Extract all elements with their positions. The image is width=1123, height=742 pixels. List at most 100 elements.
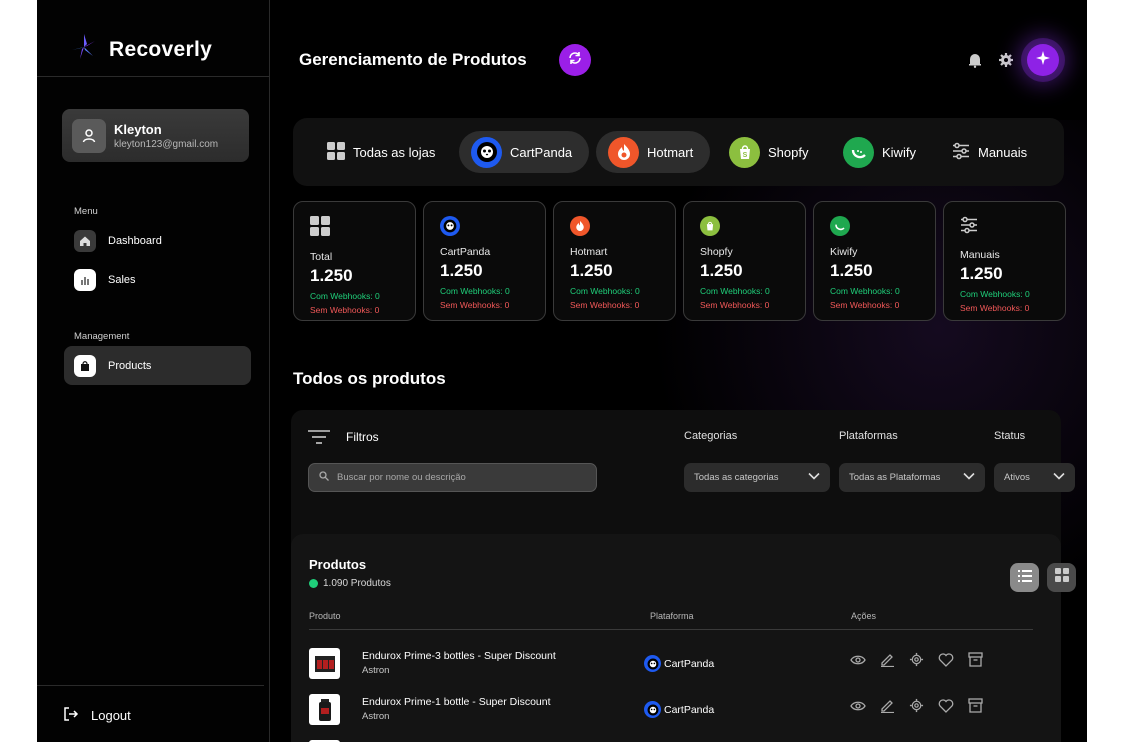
chevron-down-icon — [963, 472, 975, 483]
tab-all-stores[interactable]: Todas as lojas — [315, 131, 447, 173]
user-card[interactable]: Kleyton kleyton123@gmail.com — [62, 109, 249, 162]
stat-without-webhooks: Sem Webhooks: 0 — [440, 300, 510, 310]
sliders-icon — [952, 142, 970, 163]
shopify-logo-icon: S — [729, 136, 760, 168]
menu-section-label: Menu — [74, 206, 98, 217]
column-header-platform[interactable]: Plataforma — [650, 611, 694, 621]
bag-icon — [74, 354, 96, 377]
row-actions — [850, 652, 983, 672]
stat-card-kiwify[interactable]: Kiwify 1.250 Com Webhooks: 0 Sem Webhook… — [813, 201, 936, 321]
tab-kiwify[interactable]: Kiwify — [831, 131, 928, 173]
list-view-button[interactable] — [1010, 563, 1039, 592]
platforms-value: Todas as Plataformas — [849, 472, 941, 483]
platforms-select[interactable]: Todas as Plataformas — [839, 463, 985, 492]
tab-label: Todas as lojas — [353, 144, 436, 160]
sidebar-item-label: Sales — [108, 273, 136, 286]
tab-label: Manuais — [978, 144, 1028, 160]
stat-with-webhooks: Com Webhooks: 0 — [440, 286, 510, 296]
settings-gear-icon[interactable] — [998, 52, 1014, 73]
stat-card-cartpanda[interactable]: CartPanda 1.250 Com Webhooks: 0 Sem Webh… — [423, 201, 546, 321]
app-name: Recoverly — [109, 37, 213, 61]
sidebar: Recoverly Kleyton kleyton123@gmail.com M… — [37, 0, 270, 742]
home-icon — [74, 229, 96, 252]
grid-icon — [1054, 568, 1069, 587]
kiwify-logo-icon — [843, 136, 874, 168]
ai-assistant-button[interactable] — [1027, 44, 1059, 76]
stat-card-shopify[interactable]: Shopfy 1.250 Com Webhooks: 0 Sem Webhook… — [683, 201, 806, 321]
grid-icon — [310, 216, 415, 241]
tab-manuais[interactable]: Manuais — [940, 131, 1039, 173]
search-input[interactable]: Buscar por nome ou descrição — [308, 463, 597, 492]
notifications-bell-icon[interactable] — [967, 52, 983, 73]
filter-panel: Filtros Buscar por nome ou descrição Cat… — [291, 410, 1076, 742]
stat-card-hotmart[interactable]: Hotmart 1.250 Com Webhooks: 0 Sem Webhoo… — [553, 201, 676, 321]
settings-gear-icon[interactable] — [909, 698, 924, 718]
sliders-icon — [960, 216, 1065, 239]
column-header-product[interactable]: Produto — [309, 611, 341, 621]
platforms-label: Plataformas — [839, 430, 898, 442]
stat-without-webhooks: Sem Webhooks: 0 — [700, 300, 770, 310]
sidebar-item-label: Dashboard — [108, 234, 162, 247]
product-thumbnail — [309, 648, 340, 679]
cartpanda-logo-icon — [440, 216, 460, 236]
stat-value: 1.250 — [310, 266, 353, 285]
tab-cartpanda[interactable]: CartPanda — [459, 131, 589, 173]
app-logo[interactable]: Recoverly — [69, 32, 212, 67]
edit-pencil-icon[interactable] — [880, 652, 895, 672]
categories-select[interactable]: Todas as categorias — [684, 463, 830, 492]
view-eye-icon[interactable] — [850, 653, 866, 671]
sidebar-item-dashboard[interactable]: Dashboard — [64, 221, 251, 260]
view-eye-icon[interactable] — [850, 699, 866, 717]
sidebar-item-sales[interactable]: Sales — [64, 260, 251, 299]
favorite-heart-icon[interactable] — [938, 652, 954, 672]
user-email: kleyton123@gmail.com — [114, 138, 219, 150]
status-select[interactable]: Ativos — [994, 463, 1075, 492]
stat-value: 1.250 — [440, 261, 483, 280]
sparkle-icon — [1035, 50, 1051, 70]
grid-icon — [327, 141, 345, 163]
stat-without-webhooks: Sem Webhooks: 0 — [570, 300, 640, 310]
favorite-heart-icon[interactable] — [938, 698, 954, 718]
grid-view-button[interactable] — [1047, 563, 1076, 592]
stat-with-webhooks: Com Webhooks: 0 — [830, 286, 900, 296]
svg-text:S: S — [742, 152, 747, 159]
store-tabs: Todas as lojas CartPanda Hotmart S Shopf… — [293, 118, 1064, 186]
stat-with-webhooks: Com Webhooks: 0 — [700, 286, 770, 296]
chevron-down-icon — [808, 472, 820, 483]
tab-hotmart[interactable]: Hotmart — [596, 131, 710, 173]
logout-label: Logout — [91, 708, 131, 723]
stat-without-webhooks: Sem Webhooks: 0 — [830, 300, 900, 310]
product-platform: CartPanda — [644, 655, 714, 672]
edit-pencil-icon[interactable] — [880, 698, 895, 718]
stat-value: 1.250 — [700, 261, 743, 280]
table-row[interactable] — [309, 740, 1049, 742]
stat-card-manuais[interactable]: Manuais 1.250 Com Webhooks: 0 Sem Webhoo… — [943, 201, 1066, 321]
refresh-button[interactable] — [559, 44, 591, 76]
status-value: Ativos — [1004, 472, 1030, 483]
cartpanda-logo-icon — [644, 655, 661, 672]
product-brand: Astron — [362, 665, 390, 676]
logout-button[interactable]: Logout — [63, 706, 131, 725]
stat-without-webhooks: Sem Webhooks: 0 — [960, 303, 1030, 313]
stat-name: Total — [310, 251, 333, 263]
sidebar-item-products[interactable]: Products — [64, 346, 251, 385]
hotmart-logo-icon — [570, 216, 590, 236]
search-placeholder: Buscar por nome ou descrição — [337, 472, 466, 483]
platform-label: CartPanda — [664, 703, 715, 716]
filter-icon[interactable] — [308, 430, 330, 449]
tab-label: Kiwify — [882, 144, 916, 160]
stat-name: Manuais — [960, 249, 1000, 261]
table-row[interactable]: Endurox Prime-3 bottles - Super Discount… — [309, 648, 1049, 682]
archive-icon[interactable] — [968, 652, 983, 672]
stat-card-total[interactable]: Total 1.250 Com Webhooks: 0 Sem Webhooks… — [293, 201, 416, 321]
tab-label: CartPanda — [510, 144, 573, 160]
sidebar-item-label: Products — [108, 359, 152, 372]
list-icon — [1017, 569, 1032, 587]
archive-icon[interactable] — [968, 698, 983, 718]
user-avatar-icon — [72, 118, 106, 153]
hotmart-logo-icon — [608, 136, 639, 168]
settings-gear-icon[interactable] — [909, 652, 924, 672]
tab-shopify[interactable]: S Shopfy — [717, 131, 820, 173]
table-row[interactable]: Endurox Prime-1 bottle - Super Discount … — [309, 694, 1049, 728]
shopify-logo-icon — [700, 216, 720, 236]
